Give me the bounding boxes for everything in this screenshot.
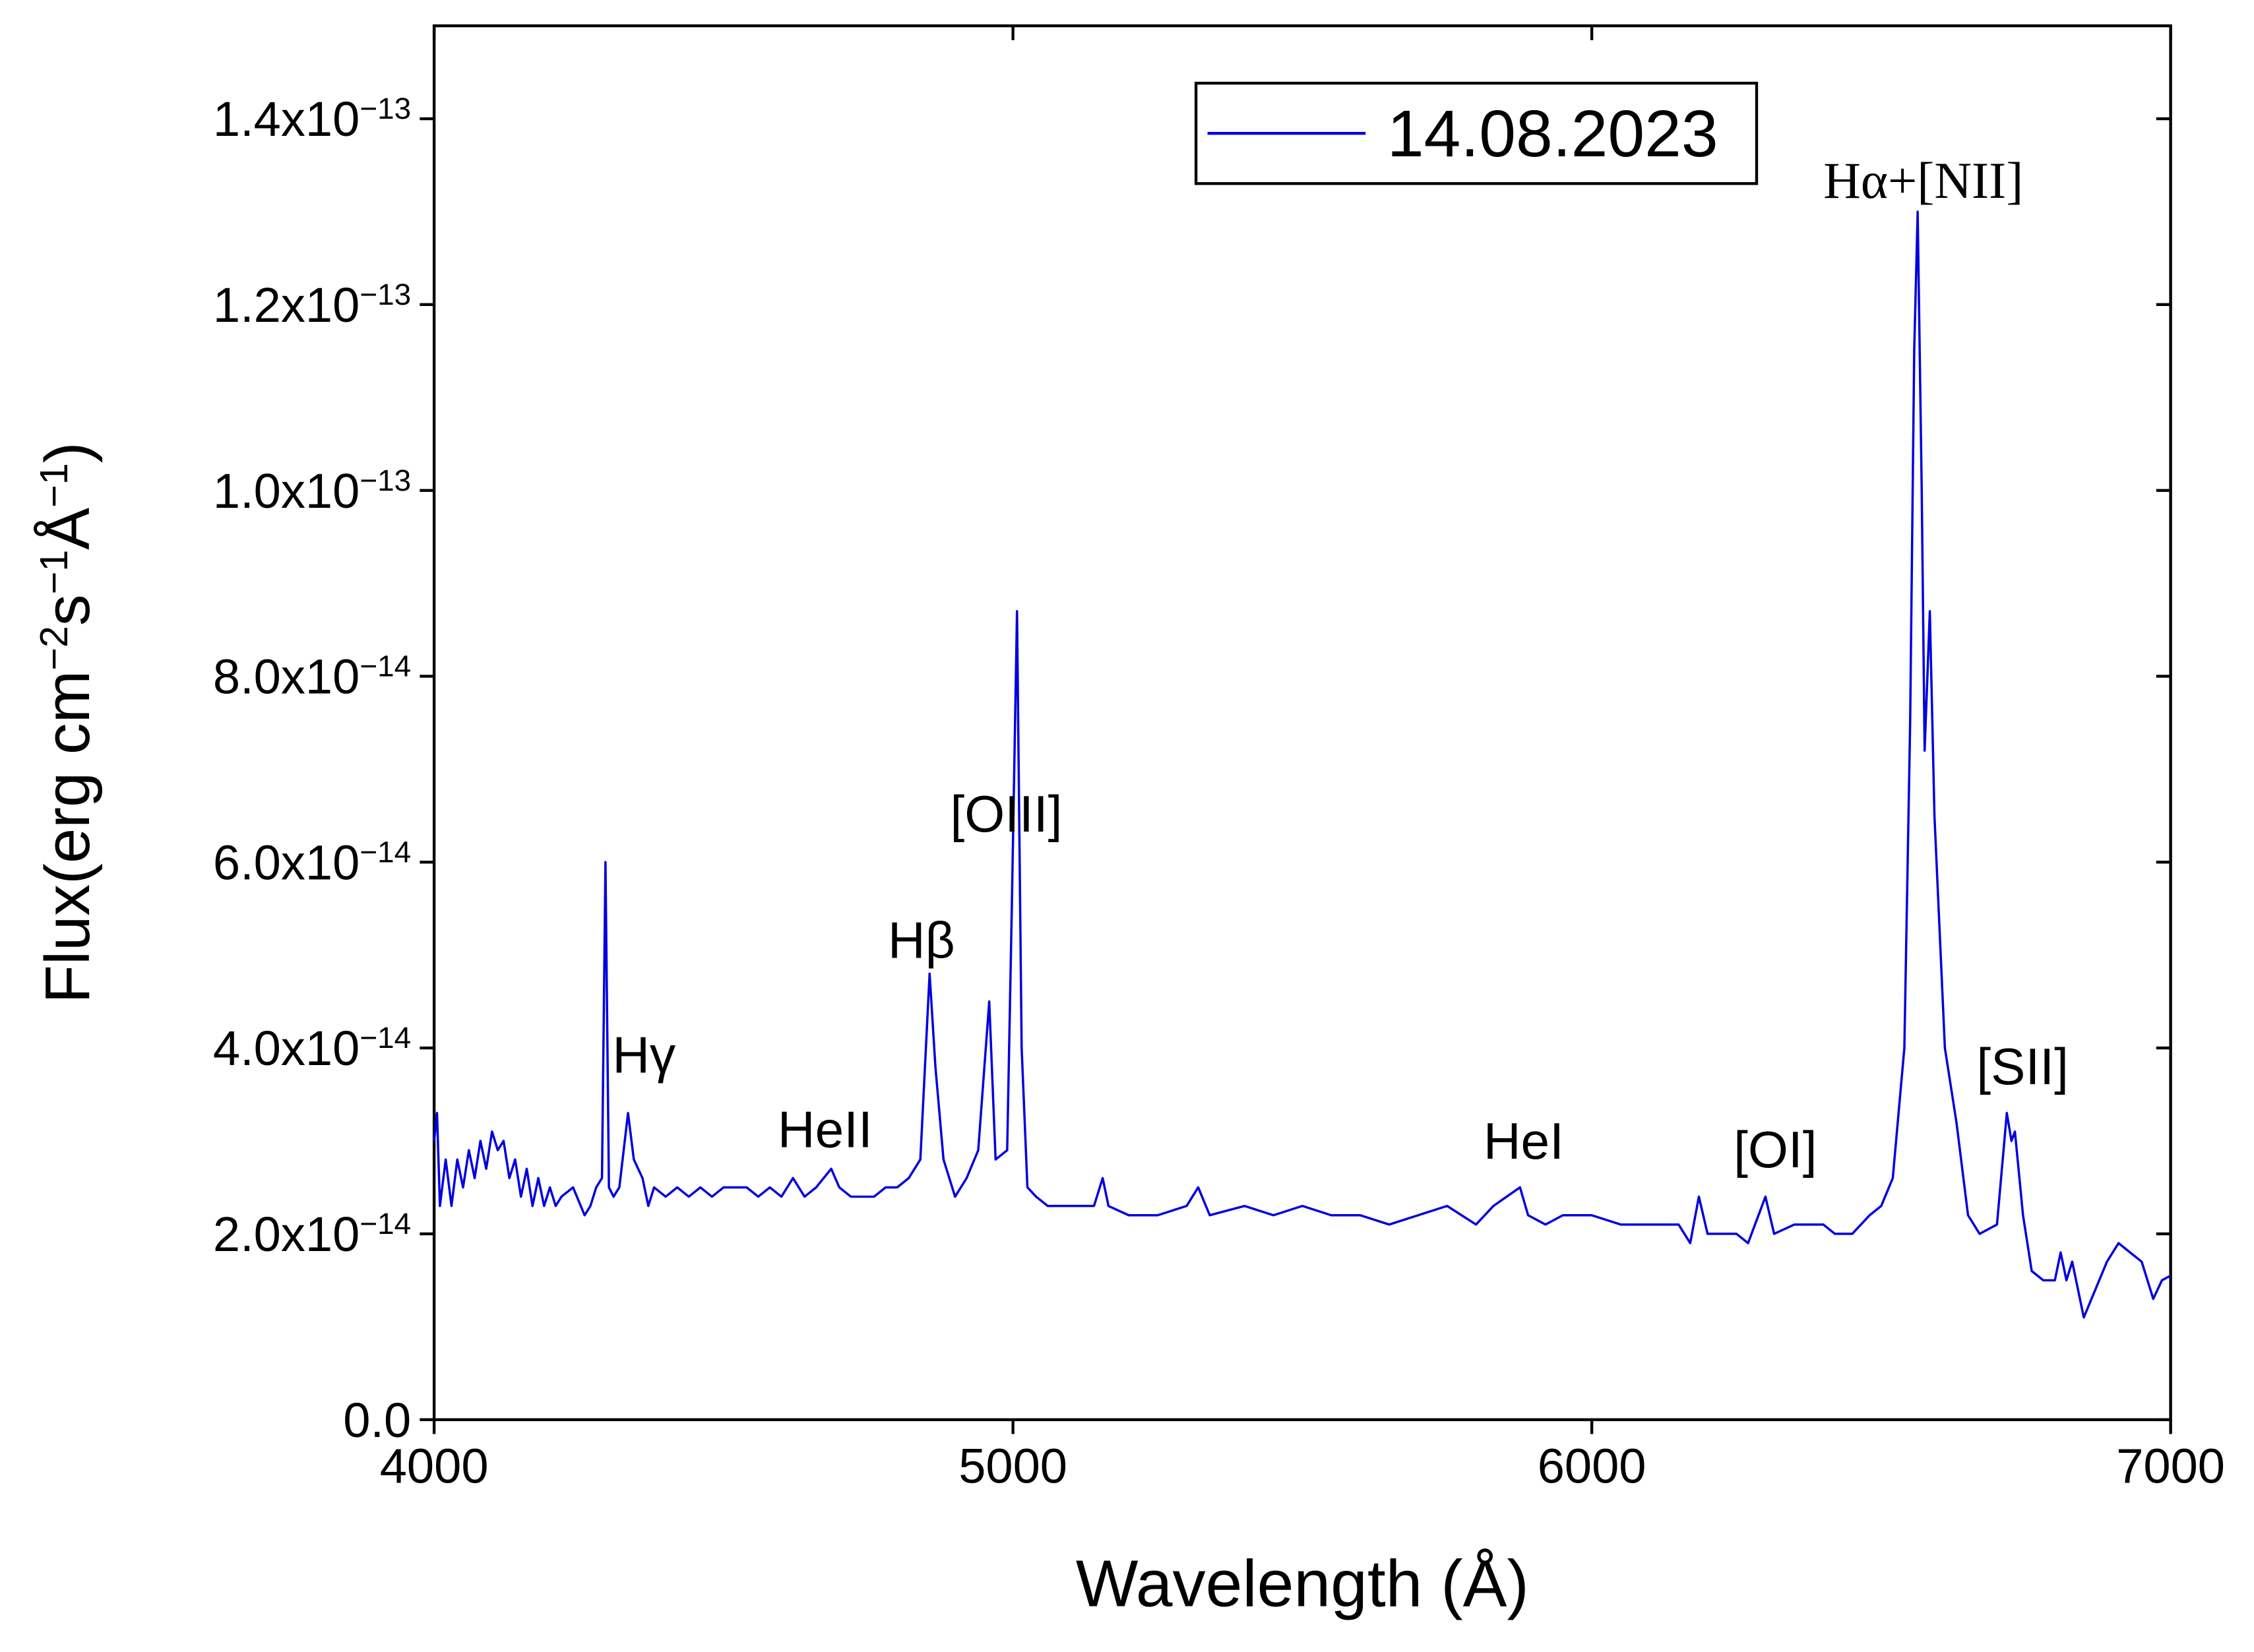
y-tick-label: 2.0x10−14	[213, 1206, 411, 1262]
x-tick-label: 7000	[2116, 1438, 2225, 1493]
annotation: Hβ	[888, 911, 955, 969]
x-tick-label: 6000	[1538, 1438, 1646, 1493]
spectrum-line	[433, 210, 2172, 1319]
plot-frame	[432, 24, 2172, 1421]
y-tick-label: 8.0x10−14	[213, 649, 411, 704]
y-tick-label: 0.0	[343, 1393, 411, 1448]
y-tick-label: 1.0x10−13	[213, 463, 411, 518]
annotation: HeII	[778, 1101, 873, 1159]
x-tick-label: 4000	[380, 1438, 489, 1493]
x-tick-label: 5000	[958, 1438, 1067, 1493]
x-axis-label: Wavelength (Å)	[1076, 1547, 1529, 1621]
annotation: HeI	[1484, 1112, 1564, 1170]
annotation: [OI]	[1734, 1120, 1817, 1178]
y-axis-label: Flux(erg cm−2s−1Å−1)	[32, 442, 104, 1003]
y-tick-label: 4.0x10−14	[213, 1020, 411, 1076]
y-tick-label: 1.4x10−13	[213, 91, 411, 146]
annotation: [OIII]	[950, 785, 1062, 843]
annotation: Hα+[NII]	[1823, 152, 2023, 209]
y-tick-label: 6.0x10−14	[213, 834, 411, 890]
annotation: [SII]	[1976, 1037, 2069, 1095]
y-tick-label: 1.2x10−13	[213, 277, 411, 332]
legend-label: 14.08.2023	[1387, 97, 1718, 171]
annotation: Hγ	[612, 1026, 675, 1084]
